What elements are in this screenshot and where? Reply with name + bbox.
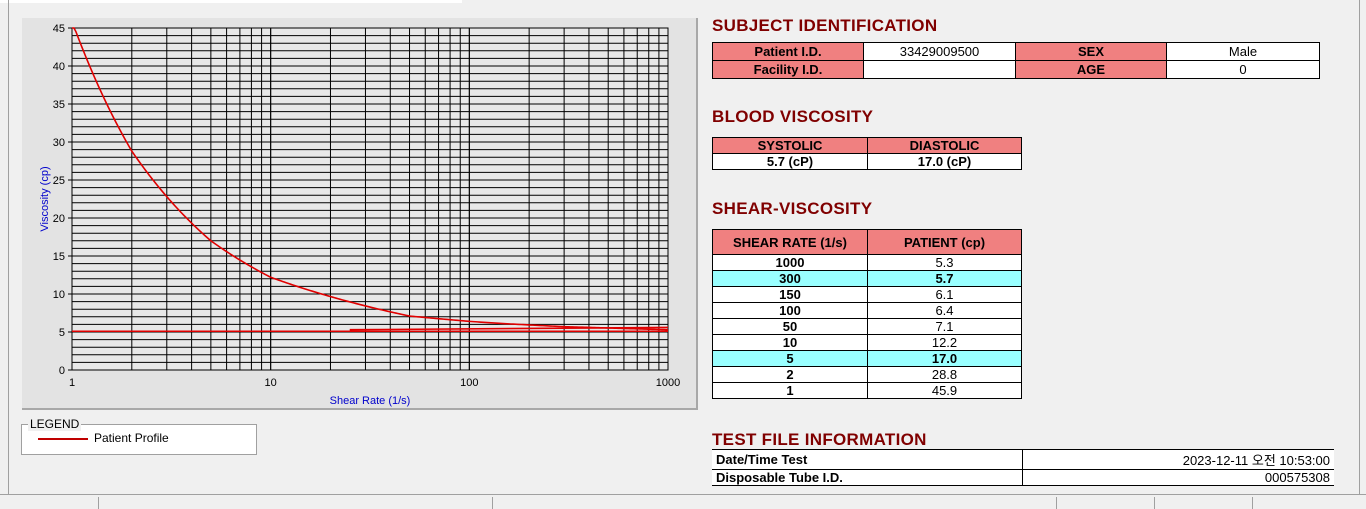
patient-id-label: Patient I.D. (712, 42, 864, 61)
plot-area (71, 27, 669, 371)
patient-value: 6.1 (867, 286, 1022, 303)
legend: LEGEND Patient Profile (21, 417, 257, 455)
y-tick-label: 5 (59, 327, 65, 339)
x-axis-label: Shear Rate (1/s) (330, 395, 411, 407)
chart-svg: 0 5 10 15 20 25 30 35 40 45 1 10 100 1000 Shear Rate (… (39, 23, 680, 407)
shear-title: SHEAR-VISCOSITY (712, 199, 873, 218)
y-tick-label: 30 (53, 137, 65, 149)
blood-table: SYSTOLIC DIASTOLIC 5.7 (cP) 17.0 (cP) (712, 137, 1022, 170)
tube-value: 000575308 (1022, 469, 1334, 486)
status-divider (1252, 497, 1253, 509)
x-tick-label: 100 (460, 377, 478, 389)
diastolic-label: DIASTOLIC (867, 137, 1022, 154)
testfile-table: Date/Time Test 2023-12-11 오전 10:53:00 Dis… (712, 449, 1334, 486)
patient-value: 5.3 (867, 254, 1022, 271)
tube-label: Disposable Tube I.D. (712, 469, 1023, 486)
shear-rate-value: 5 (712, 350, 868, 367)
series-line-2 (349, 326, 669, 331)
systolic-label: SYSTOLIC (712, 137, 868, 154)
top-bar (0, 0, 462, 3)
x-tick-label: 10 (265, 377, 277, 389)
shear-table: SHEAR RATE (1/s) PATIENT (cp) 1000 5.3 300 5… (712, 229, 1022, 399)
table-row: 1 45.9 (712, 382, 1022, 399)
facility-id (863, 60, 1016, 79)
y-tick-label: 0 (59, 365, 65, 377)
patient-value: 6.4 (867, 302, 1022, 319)
table-row: 100 6.4 (712, 302, 1022, 319)
status-divider (98, 497, 99, 509)
patient-value: 17.0 (867, 350, 1022, 367)
y-axis-label: Viscosity (cp) (39, 166, 51, 231)
shear-rate-value: 50 (712, 318, 868, 335)
table-row: 50 7.1 (712, 318, 1022, 335)
facility-label: Facility I.D. (712, 60, 864, 79)
patient-id: 33429009500 (863, 42, 1016, 61)
legend-label: Patient Profile (94, 431, 169, 445)
patient-value: 5.7 (867, 270, 1022, 287)
patient-value: 45.9 (867, 382, 1022, 399)
patient-value: 12.2 (867, 334, 1022, 351)
subject-table: Patient I.D. 33429009500 SEX Male Facility … (712, 42, 1320, 79)
y-tick-label: 10 (53, 289, 65, 301)
table-row: 2 28.8 (712, 366, 1022, 383)
y-tick-label: 25 (53, 175, 65, 187)
shear-rate-value: 150 (712, 286, 868, 303)
sex: Male (1166, 42, 1320, 61)
legend-line-swatch (38, 438, 88, 440)
shear-rate-header: SHEAR RATE (1/s) (712, 229, 868, 255)
date-value: 2023-12-11 오전 10:53:00 (1022, 449, 1334, 470)
frame-right (1359, 0, 1360, 494)
series-line-0 (72, 27, 669, 331)
viscosity-chart: 0 5 10 15 20 25 30 35 40 45 1 10 100 1000 Shear Rate (… (22, 18, 698, 410)
blood-title: BLOOD VISCOSITY (712, 107, 874, 126)
table-row: 5 17.0 (712, 350, 1022, 367)
shear-rate-value: 100 (712, 302, 868, 319)
table-row: 10 12.2 (712, 334, 1022, 351)
sex-label: SEX (1015, 42, 1167, 61)
systolic-value: 5.7 (cP) (712, 153, 868, 170)
subject-title: SUBJECT IDENTIFICATION (712, 16, 938, 35)
age-label: AGE (1015, 60, 1167, 79)
status-bar (0, 494, 1366, 509)
x-tick-label: 1000 (656, 377, 680, 389)
table-row: 150 6.1 (712, 286, 1022, 303)
patient-value: 28.8 (867, 366, 1022, 383)
testfile-title: TEST FILE INFORMATION (712, 430, 927, 449)
shear-rate-value: 2 (712, 366, 868, 383)
y-tick-label: 35 (53, 99, 65, 111)
table-row: 300 5.7 (712, 270, 1022, 287)
diastolic-value: 17.0 (cP) (867, 153, 1022, 170)
shear-rate-value: 10 (712, 334, 868, 351)
y-tick-label: 40 (53, 61, 65, 73)
shear-rate-value: 1 (712, 382, 868, 399)
patient-value: 7.1 (867, 318, 1022, 335)
status-divider (1154, 497, 1155, 509)
legend-title: LEGEND (28, 417, 82, 431)
shear-rate-value: 1000 (712, 254, 868, 271)
shear-rate-value: 300 (712, 270, 868, 287)
date-label: Date/Time Test (712, 449, 1023, 470)
age: 0 (1166, 60, 1320, 79)
frame-left (8, 0, 9, 494)
table-row: 1000 5.3 (712, 254, 1022, 271)
y-tick-label: 20 (53, 213, 65, 225)
y-tick-label: 15 (53, 251, 65, 263)
status-divider (1056, 497, 1057, 509)
y-tick-label: 45 (53, 23, 65, 35)
status-divider (492, 497, 493, 509)
patient-header: PATIENT (cp) (867, 229, 1022, 255)
x-tick-label: 1 (69, 377, 75, 389)
